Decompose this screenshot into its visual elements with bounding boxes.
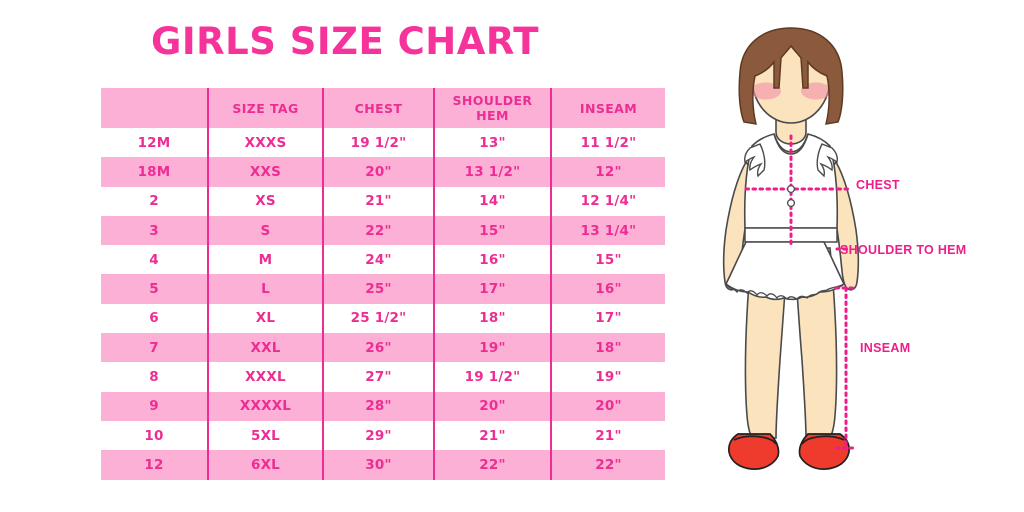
column-header-inseam: INSEAM	[551, 88, 665, 128]
cell-size-tag: 5XL	[208, 420, 324, 451]
table-row: 10 5XL 29" 21" 21"	[101, 420, 665, 451]
cell-size-tag: XXS	[208, 157, 324, 187]
cell-size-tag: XL	[208, 303, 324, 334]
cell-inseam: 18"	[551, 333, 665, 363]
cell-size: 4	[101, 245, 209, 275]
column-header-size-tag: SIZE TAG	[208, 88, 324, 128]
chest-annotation-label: CHEST	[856, 178, 900, 192]
column-header-shoulder-hem: SHOULDER HEM	[434, 88, 552, 128]
cell-size-tag: S	[208, 215, 324, 246]
table-row: 18M XXS 20" 13 1/2" 12"	[101, 157, 665, 187]
cell-size: 10	[101, 420, 209, 451]
cell-inseam: 13 1/4"	[551, 215, 665, 246]
cell-chest: 29"	[323, 420, 435, 451]
cell-shoulder-hem: 19"	[434, 333, 552, 363]
cell-size-tag: XXXS	[208, 128, 324, 158]
table-row: 7 XXL 26" 19" 18"	[101, 333, 665, 363]
cell-inseam: 17"	[551, 303, 665, 334]
cell-shoulder-hem: 14"	[434, 186, 552, 216]
cell-chest: 22"	[323, 215, 435, 246]
cell-inseam: 20"	[551, 391, 665, 421]
cell-size-tag: XXL	[208, 333, 324, 363]
cell-inseam: 21"	[551, 420, 665, 451]
column-header-size	[101, 88, 209, 128]
table-row: 12 6XL 30" 22" 22"	[101, 450, 665, 480]
cell-size: 12M	[101, 128, 209, 158]
shoulder-to-hem-annotation-label: SHOULDER TO HEM	[840, 243, 967, 257]
cell-inseam: 12"	[551, 157, 665, 187]
buttons-icon	[786, 184, 796, 208]
cell-chest: 25"	[323, 274, 435, 304]
cell-chest: 28"	[323, 391, 435, 421]
cell-size: 7	[101, 333, 209, 363]
cell-chest: 27"	[323, 362, 435, 392]
cell-inseam: 22"	[551, 450, 665, 480]
cell-size: 2	[101, 186, 209, 216]
cell-shoulder-hem: 15"	[434, 215, 552, 246]
table-row: 3 S 22" 15" 13 1/4"	[101, 215, 665, 246]
table-row: 12M XXXS 19 1/2" 13" 11 1/2"	[101, 128, 665, 158]
cell-size: 8	[101, 362, 209, 392]
cell-shoulder-hem: 13 1/2"	[434, 157, 552, 187]
cell-size-tag: M	[208, 245, 324, 275]
cell-size-tag: XS	[208, 186, 324, 216]
cell-inseam: 19"	[551, 362, 665, 392]
table-row: 2 XS 21" 14" 12 1/4"	[101, 186, 665, 216]
cell-shoulder-hem: 21"	[434, 420, 552, 451]
cell-shoulder-hem: 13"	[434, 128, 552, 158]
cell-size-tag: 6XL	[208, 450, 324, 480]
garment-skirt	[724, 241, 846, 301]
table-row: 6 XL 25 1/2" 18" 17"	[101, 303, 665, 334]
cell-size-tag: XXXL	[208, 362, 324, 392]
cell-inseam: 15"	[551, 245, 665, 275]
column-header-chest: CHEST	[323, 88, 435, 128]
cell-inseam: 11 1/2"	[551, 128, 665, 158]
shoes-icon	[728, 433, 850, 470]
inseam-annotation-label: INSEAM	[860, 341, 911, 355]
cell-shoulder-hem: 16"	[434, 245, 552, 275]
hair-icon	[738, 27, 844, 125]
cell-size: 3	[101, 215, 209, 246]
cell-chest: 19 1/2"	[323, 128, 435, 158]
cell-inseam: 16"	[551, 274, 665, 304]
cell-size-tag: XXXXL	[208, 391, 324, 421]
table-row: 4 M 24" 16" 15"	[101, 245, 665, 275]
cell-size: 9	[101, 391, 209, 421]
cell-size-tag: L	[208, 274, 324, 304]
cell-chest: 30"	[323, 450, 435, 480]
girl-figure-svg	[722, 27, 860, 470]
table-row: 9 XXXXL 28" 20" 20"	[101, 391, 665, 421]
cell-shoulder-hem: 17"	[434, 274, 552, 304]
cell-chest: 24"	[323, 245, 435, 275]
cell-size: 12	[101, 450, 209, 480]
cell-shoulder-hem: 19 1/2"	[434, 362, 552, 392]
cell-size: 5	[101, 274, 209, 304]
girl-figure-illustration: CHEST SHOULDER TO HEM INSEAM	[690, 0, 1024, 512]
cell-shoulder-hem: 22"	[434, 450, 552, 480]
cell-chest: 20"	[323, 157, 435, 187]
cell-chest: 21"	[323, 186, 435, 216]
cell-chest: 25 1/2"	[323, 303, 435, 334]
cell-shoulder-hem: 18"	[434, 303, 552, 334]
cell-shoulder-hem: 20"	[434, 391, 552, 421]
size-chart-table: SIZE TAG CHEST SHOULDER HEM INSEAM 12M X…	[101, 88, 665, 480]
table-header-row: SIZE TAG CHEST SHOULDER HEM INSEAM	[101, 88, 665, 128]
cell-size: 6	[101, 303, 209, 334]
cell-inseam: 12 1/4"	[551, 186, 665, 216]
cell-size: 18M	[101, 157, 209, 187]
table-body: 12M XXXS 19 1/2" 13" 11 1/2" 18M XXS 20"…	[101, 128, 665, 480]
table-row: 8 XXXL 27" 19 1/2" 19"	[101, 362, 665, 392]
cell-chest: 26"	[323, 333, 435, 363]
table-row: 5 L 25" 17" 16"	[101, 274, 665, 304]
page-title: GIRLS SIZE CHART	[151, 20, 539, 63]
